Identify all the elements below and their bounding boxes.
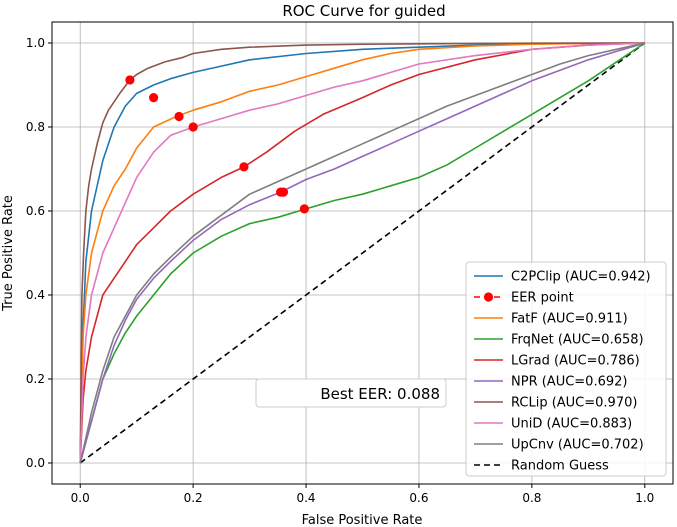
legend-item-frqnet: FrqNet (AUC=0.658) [474, 333, 644, 348]
legend-item-eer-point: EER point [474, 291, 574, 306]
annotation-text: Best EER: 0.088 [320, 385, 440, 403]
plot-frame [51, 21, 674, 485]
legend-label: FrqNet (AUC=0.658) [511, 333, 644, 348]
legend-item-unid: UniD (AUC=0.883) [474, 417, 632, 432]
legend: C2PClip (AUC=0.942) EER point FatF (AUC=0.… [465, 261, 667, 477]
x-tick-label: 0.0 [71, 491, 90, 505]
eer-point-marker [174, 111, 184, 122]
eer-point-marker [278, 187, 289, 197]
y-tick-label: 0.8 [26, 120, 45, 134]
series-line-rclip [79, 42, 645, 464]
legend-item-rclip: RCLip (AUC=0.970) [474, 396, 637, 411]
series-line-npr [79, 42, 645, 464]
best-eer-annotation: Best EER: 0.088 [255, 378, 447, 408]
x-tick-label: 0.8 [522, 491, 541, 505]
legend-label: UpCnv (AUC=0.702) [511, 438, 644, 453]
y-tick-label: 0.0 [26, 456, 45, 470]
legend-label: RCLip (AUC=0.970) [511, 396, 637, 411]
x-axis-ticks: 0.0 0.2 0.4 0.6 0.8 1.0 [71, 484, 654, 505]
series-line-upcnv [79, 42, 645, 464]
series-line-fatf [79, 42, 645, 464]
series-line-lgrad [79, 42, 645, 464]
legend-item-c2pclip: C2PClip (AUC=0.942) [474, 270, 651, 285]
y-tick-label: 0.4 [26, 288, 45, 302]
y-tick-label: 0.6 [26, 204, 45, 218]
legend-label: EER point [511, 291, 574, 306]
eer-point-marker [149, 93, 159, 103]
y-axis-label: True Positive Rate [1, 195, 16, 312]
legend-label: NPR (AUC=0.692) [511, 375, 627, 390]
legend-item-npr: NPR (AUC=0.692) [474, 375, 627, 390]
legend-item-upcnv: UpCnv (AUC=0.702) [474, 438, 644, 453]
x-tick-label: 1.0 [635, 491, 654, 505]
eer-point-marker [299, 204, 309, 214]
legend-marker [483, 292, 494, 302]
eer-point-marker [188, 122, 198, 132]
legend-label: LGrad (AUC=0.786) [511, 354, 640, 369]
x-axis-label: False Positive Rate [302, 513, 423, 527]
legend-item-lgrad: LGrad (AUC=0.786) [474, 354, 640, 369]
legend-box [465, 261, 667, 477]
x-tick-label: 0.6 [409, 491, 428, 505]
annotation-box [255, 378, 447, 408]
chart-title: ROC Curve for guided [282, 2, 445, 20]
plot-lines [79, 42, 646, 464]
legend-label: FatF (AUC=0.911) [511, 312, 628, 327]
eer-point-marker [125, 75, 135, 85]
legend-item-random-guess: Random Guess [474, 459, 609, 474]
y-tick-label: 1.0 [26, 36, 45, 50]
x-tick-label: 0.4 [296, 491, 315, 505]
legend-item-fatf: FatF (AUC=0.911) [474, 312, 628, 327]
x-tick-label: 0.2 [184, 491, 203, 505]
legend-label: Random Guess [511, 459, 609, 474]
legend-label: C2PClip (AUC=0.942) [511, 270, 651, 285]
y-tick-label: 0.2 [26, 372, 45, 386]
series-line-c2pclip [79, 42, 645, 464]
eer-point-marker [239, 162, 249, 172]
series-line-random-guess [79, 42, 646, 464]
y-axis-ticks: 0.0 0.2 0.4 0.6 0.8 1.0 [26, 36, 52, 470]
legend-label: UniD (AUC=0.883) [511, 417, 632, 432]
series-line-unid [79, 42, 645, 464]
